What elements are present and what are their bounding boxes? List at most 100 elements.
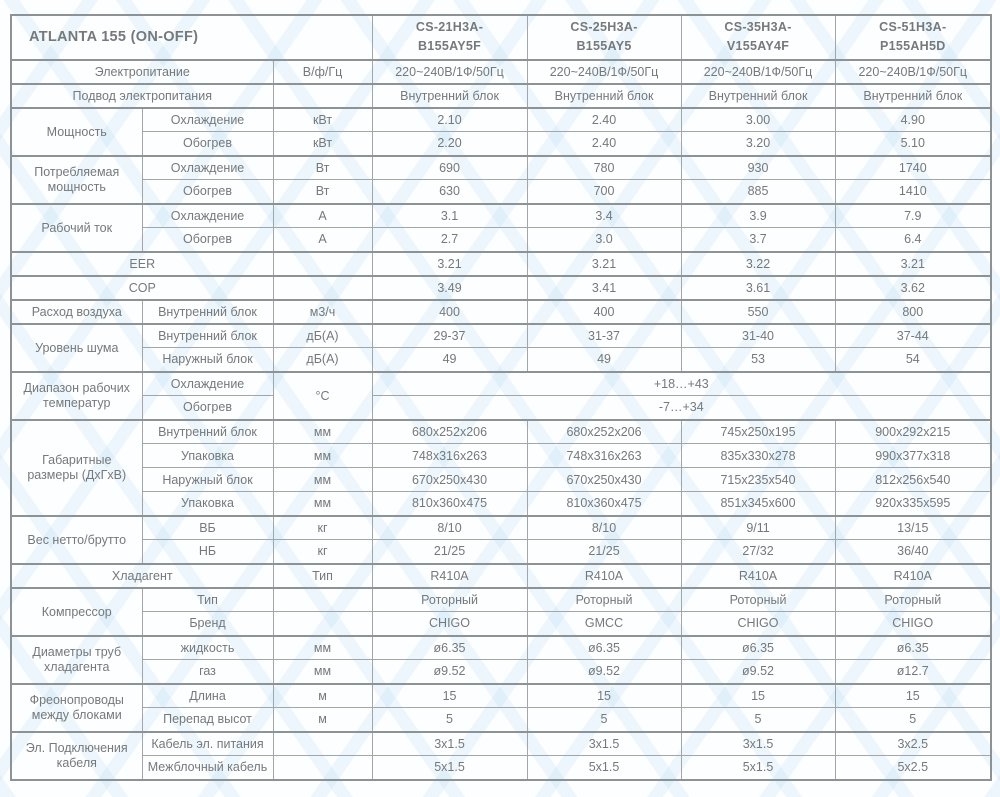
spec-sublabel: ВБ <box>141 514 274 541</box>
value-cell: 810x360x475 <box>526 491 682 517</box>
model-name-line: CS-51H3A- <box>879 20 947 34</box>
value-cell: Внутренний блок <box>371 82 528 109</box>
value-cell: 3.21 <box>371 250 528 277</box>
spec-label: Подвод электропитания <box>10 82 274 109</box>
spec-label: Компрессор <box>10 586 143 637</box>
spec-row: Диапазон рабочих температур Охлаждение °C +… <box>10 370 992 421</box>
value-cell: 3.21 <box>834 250 992 277</box>
value-cell: R410A <box>371 562 528 589</box>
value-cell: ø6.35 <box>526 634 682 661</box>
spec-row: Обогрев кВт 2.20 2.40 3.20 5.10 <box>11 131 992 157</box>
value-cell: 5 <box>834 707 992 733</box>
unit-cell: м <box>272 682 373 709</box>
unit-cell: мм <box>272 467 373 493</box>
spec-label: Расход воздуха <box>10 298 143 325</box>
value-cell: 220~240В/1Ф/50Гц <box>680 58 836 85</box>
spec-sublabel: Обогрев <box>141 179 274 205</box>
value-cell: 3x1.5 <box>680 730 836 757</box>
unit-cell <box>272 586 373 613</box>
value-cell: 3.9 <box>680 202 836 229</box>
unit-cell: мм <box>272 418 373 445</box>
value-cell: 29-37 <box>371 322 528 349</box>
model-name-line: CS-25H3A- <box>570 20 638 34</box>
value-cell: 1410 <box>834 179 992 205</box>
value-cell: 812x256x540 <box>834 467 992 493</box>
unit-cell: мм <box>272 659 373 685</box>
series-title: ATLANTA 155 (ON-OFF) <box>10 14 373 61</box>
value-cell: 851x345x600 <box>680 491 836 517</box>
value-cell: R410A <box>834 562 992 589</box>
unit-cell: Вт <box>272 179 373 205</box>
value-cell: 15 <box>680 682 836 709</box>
value-cell: 3x1.5 <box>371 730 528 757</box>
spec-row: Бренд CHIGO GMCC CHIGO CHIGO <box>11 611 992 637</box>
spec-sublabel: Наружный блок <box>141 467 274 493</box>
unit-cell <box>272 82 373 109</box>
value-cell: 680x252x206 <box>371 418 528 445</box>
model-name-line: B155AY5F <box>417 39 482 54</box>
value-cell: 3.20 <box>680 131 836 157</box>
spec-row: Упаковка мм 810x360x475 810x360x475 851x345x… <box>11 491 992 517</box>
value-cell-span: -7…+34 <box>371 395 992 421</box>
value-cell: 15 <box>526 682 682 709</box>
spec-sublabel: Обогрев <box>141 131 274 157</box>
value-cell: 220~240В/1Ф/50Гц <box>526 58 682 85</box>
value-cell: 5x1.5 <box>680 755 836 781</box>
spec-row: Фреонопроводы между блоками Длина м 15 15 15 1… <box>10 682 992 733</box>
value-cell: 5x1.5 <box>526 755 682 781</box>
unit-cell <box>272 250 373 277</box>
spec-table-body: Электропитание В/ф/Гц 220~240В/1Ф/50Гц 220~… <box>10 58 992 781</box>
spec-row: газ мм ø9.52 ø9.52 ø9.52 ø12.7 <box>11 659 992 685</box>
spec-row: Обогрев А 2.7 3.0 3.7 6.4 <box>11 227 992 253</box>
spec-sublabel: Перепад высот <box>141 707 274 733</box>
unit-cell: кВт <box>272 106 373 133</box>
spec-row: Подвод электропитания Внутренний блок Внут… <box>10 82 992 109</box>
value-cell: 6.4 <box>834 227 992 253</box>
spec-row: Перепад высот м 5 5 5 5 <box>11 707 992 733</box>
value-cell: 3x1.5 <box>526 730 682 757</box>
value-cell: 220~240В/1Ф/50Гц <box>834 58 992 85</box>
value-cell: 21/25 <box>526 539 682 565</box>
value-cell: 8/10 <box>371 514 528 541</box>
spec-row: Компрессор Тип Роторный Роторный Роторный Рот… <box>10 586 992 637</box>
unit-cell: Вт <box>272 154 373 181</box>
value-cell: 7.9 <box>834 202 992 229</box>
spec-sublabel: Обогрев <box>141 227 274 253</box>
value-cell: 3.61 <box>680 274 836 301</box>
value-cell-span: +18…+43 <box>371 370 992 397</box>
spec-sublabel: Наружный блок <box>141 347 274 373</box>
value-cell: 31-40 <box>680 322 836 349</box>
spec-row: Обогрев Вт 630 700 885 1410 <box>11 179 992 205</box>
value-cell: 748x316x263 <box>371 443 528 469</box>
value-cell: CHIGO <box>371 611 528 637</box>
value-cell: Роторный <box>526 586 682 613</box>
value-cell: ø6.35 <box>371 634 528 661</box>
unit-cell: А <box>272 202 373 229</box>
value-cell: ø9.52 <box>680 659 836 685</box>
value-cell: ø6.35 <box>834 634 992 661</box>
unit-cell <box>272 730 373 757</box>
value-cell: ø9.52 <box>371 659 528 685</box>
spec-row: Вес нетто/брутто ВБ кг 8/10 8/10 9/11 13/15 <box>10 514 992 565</box>
value-cell: 27/32 <box>680 539 836 565</box>
value-cell: 21/25 <box>371 539 528 565</box>
unit-cell: А <box>272 227 373 253</box>
value-cell: 550 <box>680 298 836 325</box>
value-cell: 5x2.5 <box>834 755 992 781</box>
value-cell: 2.40 <box>526 106 682 133</box>
spec-label: Диаметры труб хладагента <box>10 634 143 685</box>
spec-label: Мощность <box>10 106 143 157</box>
spec-label: Фреонопроводы между блоками <box>10 682 143 733</box>
value-cell: 2.40 <box>526 131 682 157</box>
spec-sublabel: НБ <box>141 539 274 565</box>
spec-label: Рабочий ток <box>10 202 143 253</box>
value-cell: ø6.35 <box>680 634 836 661</box>
value-cell: ø12.7 <box>834 659 992 685</box>
model-header-4: CS-51H3A- P155AH5D <box>834 14 992 61</box>
value-cell: 748x316x263 <box>526 443 682 469</box>
spec-sublabel: Внутренний блок <box>141 418 274 445</box>
spec-row: Обогрев -7…+34 <box>11 395 992 421</box>
value-cell: 13/15 <box>834 514 992 541</box>
spec-row: НБ кг 21/25 21/25 27/32 36/40 <box>11 539 992 565</box>
spec-sublabel: Внутренний блок <box>141 322 274 349</box>
